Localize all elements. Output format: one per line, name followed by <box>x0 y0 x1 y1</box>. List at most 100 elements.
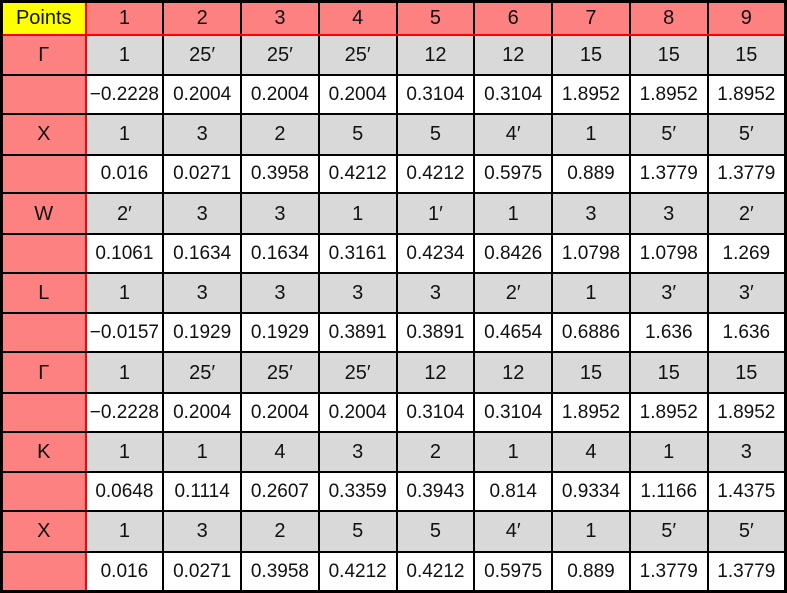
band-cell: 25′ <box>317 351 398 394</box>
value-cell: 0.5975 <box>473 153 554 195</box>
value-cell: 0.1634 <box>162 232 243 274</box>
value-cell: 1.3779 <box>628 550 709 593</box>
band-cell: 5′ <box>628 510 709 553</box>
value-cell: 1.8952 <box>706 391 787 433</box>
band-cell: 5 <box>317 112 398 156</box>
band-cell: 1 <box>84 33 165 77</box>
value-row-w: 0.1061 0.1634 0.1634 0.3161 0.4234 0.842… <box>0 232 787 274</box>
band-cell: 3 <box>162 271 243 315</box>
row-label-l: L <box>0 271 87 315</box>
value-cell: 0.3891 <box>317 312 398 354</box>
col-header-7: 7 <box>551 0 631 36</box>
value-cell: 0.0648 <box>84 471 165 513</box>
value-cell: 0.2004 <box>162 391 243 433</box>
band-cell: 25′ <box>317 33 398 77</box>
value-cell: 1.8952 <box>628 391 709 433</box>
value-cell: 0.1929 <box>162 312 243 354</box>
value-cell: 0.5975 <box>473 550 554 593</box>
band-cell: 2′ <box>84 192 165 235</box>
band-cell: 4 <box>240 430 320 474</box>
band-cell: 1 <box>84 351 165 394</box>
band-cell: 5 <box>395 112 476 156</box>
value-row-x2: 0.016 0.0271 0.3958 0.4212 0.4212 0.5975… <box>0 550 787 593</box>
value-cell: 1.636 <box>706 312 787 354</box>
value-cell: 0.3943 <box>395 471 476 513</box>
value-cell: 0.3958 <box>240 153 320 195</box>
value-cell: −0.2228 <box>84 74 165 115</box>
band-cell: 15 <box>628 33 709 77</box>
value-cell: 0.889 <box>551 153 631 195</box>
band-cell: 3 <box>317 271 398 315</box>
value-row-k: 0.0648 0.1114 0.2607 0.3359 0.3943 0.814… <box>0 471 787 513</box>
band-cell: 1 <box>162 430 243 474</box>
band-cell: 5 <box>317 510 398 553</box>
band-cell: 3 <box>551 192 631 235</box>
band-cell: 12 <box>395 33 476 77</box>
value-cell: 1.0798 <box>628 232 709 274</box>
band-cell: 2 <box>395 430 476 474</box>
row-label-w: W <box>0 192 87 235</box>
value-row-l: −0.0157 0.1929 0.1929 0.3891 0.3891 0.46… <box>0 312 787 354</box>
row-label-empty <box>0 471 87 513</box>
value-cell: 0.6886 <box>551 312 631 354</box>
value-cell: 0.9334 <box>551 471 631 513</box>
value-row-gamma2: −0.2228 0.2004 0.2004 0.2004 0.3104 0.31… <box>0 391 787 433</box>
value-row-x1: 0.016 0.0271 0.3958 0.4212 0.4212 0.5975… <box>0 153 787 195</box>
row-label-gamma: Γ <box>0 351 87 394</box>
value-cell: 0.889 <box>551 550 631 593</box>
band-cell: 2′ <box>706 192 787 235</box>
band-cell: 25′ <box>162 33 243 77</box>
band-cell: 15 <box>706 33 787 77</box>
value-cell: 0.3891 <box>395 312 476 354</box>
band-cell: 2′ <box>473 271 554 315</box>
value-cell: 0.2607 <box>240 471 320 513</box>
value-cell: 0.1634 <box>240 232 320 274</box>
row-label-k: K <box>0 430 87 474</box>
band-cell: 3′ <box>628 271 709 315</box>
value-cell: 1.269 <box>706 232 787 274</box>
band-cell: 3 <box>162 510 243 553</box>
band-cell: 1′ <box>395 192 476 235</box>
band-cell: 12 <box>473 351 554 394</box>
band-cell: 1 <box>84 271 165 315</box>
band-row-l: L 1 3 3 3 3 2′ 1 3′ 3′ <box>0 271 787 315</box>
col-header-4: 4 <box>317 0 398 36</box>
band-cell: 3 <box>162 192 243 235</box>
band-cell: 4 <box>551 430 631 474</box>
band-cell: 1 <box>551 112 631 156</box>
value-cell: 0.1929 <box>240 312 320 354</box>
col-header-6: 6 <box>473 0 554 36</box>
col-header-1: 1 <box>84 0 165 36</box>
band-cell: 5′ <box>628 112 709 156</box>
col-header-8: 8 <box>628 0 709 36</box>
value-cell: 1.636 <box>628 312 709 354</box>
value-cell: 1.8952 <box>628 74 709 115</box>
corner-cell-points: Points <box>0 0 87 36</box>
header-row: Points 1 2 3 4 5 6 7 8 9 <box>0 0 787 36</box>
value-cell: 0.2004 <box>240 391 320 433</box>
band-cell: 15 <box>628 351 709 394</box>
band-cell: 3 <box>240 271 320 315</box>
band-cell: 5′ <box>706 112 787 156</box>
band-cell: 5′ <box>706 510 787 553</box>
value-cell: 1.8952 <box>551 74 631 115</box>
value-cell: 0.4212 <box>317 550 398 593</box>
band-cell: 3 <box>317 430 398 474</box>
band-row-k: K 1 1 4 3 2 1 4 1 3 <box>0 430 787 474</box>
value-cell: 0.0271 <box>162 550 243 593</box>
value-cell: 0.8426 <box>473 232 554 274</box>
band-cell: 12 <box>395 351 476 394</box>
value-cell: 0.1061 <box>84 232 165 274</box>
value-cell: 0.3104 <box>395 74 476 115</box>
value-cell: 0.3958 <box>240 550 320 593</box>
value-cell: −0.0157 <box>84 312 165 354</box>
value-cell: 0.0271 <box>162 153 243 195</box>
value-cell: 0.3104 <box>473 391 554 433</box>
band-cell: 25′ <box>240 33 320 77</box>
band-row-gamma1: Γ 1 25′ 25′ 25′ 12 12 15 15 15 <box>0 33 787 77</box>
band-cell: 4′ <box>473 112 554 156</box>
value-cell: 0.2004 <box>317 391 398 433</box>
col-header-3: 3 <box>240 0 320 36</box>
band-cell: 3 <box>240 192 320 235</box>
